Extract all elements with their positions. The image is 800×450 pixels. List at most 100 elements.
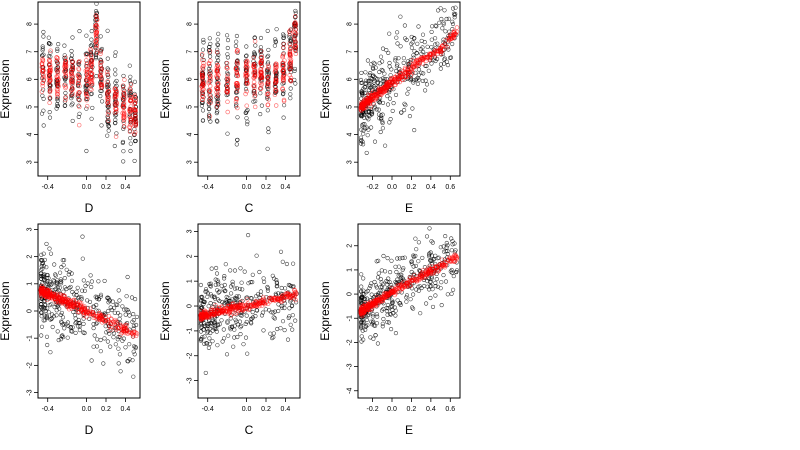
observed-point: [90, 42, 95, 47]
observed-point: [258, 45, 263, 50]
observed-point: [134, 314, 139, 319]
observed-point: [266, 126, 271, 131]
fitted-point: [244, 103, 249, 108]
fitted-point: [121, 124, 127, 130]
observed-point: [40, 53, 45, 58]
fitted-point: [114, 319, 120, 325]
observed-point: [359, 323, 364, 328]
fitted-point: [77, 58, 82, 64]
fitted-point: [200, 74, 205, 80]
observed-point: [203, 287, 209, 292]
observed-point: [238, 266, 243, 271]
y-axis-title: Expression: [158, 281, 172, 340]
observed-point: [88, 273, 93, 278]
observed-point: [77, 111, 82, 116]
observed-point: [200, 335, 205, 340]
fitted-point: [451, 35, 457, 40]
y-tick-label: 3: [187, 160, 194, 164]
observed-point: [106, 124, 111, 129]
observed-point: [370, 314, 375, 319]
observed-point: [81, 278, 86, 283]
observed-point: [449, 291, 454, 296]
fitted-point: [266, 63, 271, 69]
fitted-point: [259, 64, 265, 69]
fitted-point: [235, 73, 240, 78]
observed-point: [91, 322, 96, 327]
observed-point: [373, 333, 378, 338]
fitted-point: [287, 41, 292, 47]
x-axis-title: D: [85, 423, 94, 437]
observed-point: [113, 53, 118, 58]
fitted-point: [128, 118, 134, 123]
y-tick-label: 8: [347, 22, 354, 26]
fitted-point: [272, 298, 278, 303]
fitted-point: [99, 84, 105, 89]
observed-point: [394, 269, 399, 275]
fitted-point: [405, 68, 410, 73]
observed-point: [388, 312, 393, 317]
plot-frame: [197, 223, 301, 399]
x-axis-title: D: [85, 201, 94, 215]
fitted-point: [287, 73, 292, 78]
observed-point: [215, 47, 220, 52]
observed-point: [206, 345, 211, 350]
observed-point: [386, 320, 392, 325]
observed-point: [453, 5, 458, 10]
fitted-point: [88, 79, 93, 85]
observed-point: [291, 261, 296, 266]
y-tick-label: 3: [27, 160, 34, 164]
observed-point: [83, 283, 88, 288]
x-tick-label: 0.2: [261, 184, 271, 191]
fitted-point: [230, 304, 236, 309]
observed-point: [204, 289, 209, 294]
fitted-point: [75, 309, 81, 315]
observed-point: [85, 298, 90, 303]
observed-point: [40, 261, 45, 266]
observed-point: [200, 118, 206, 123]
observed-point: [410, 106, 415, 111]
fitted-point: [280, 63, 285, 69]
observed-point: [112, 310, 117, 315]
observed-point: [245, 122, 250, 127]
fitted-point: [243, 91, 248, 97]
fitted-point: [288, 294, 293, 300]
observed-point: [83, 86, 88, 91]
fitted-point: [119, 327, 124, 333]
fitted-point: [93, 30, 99, 36]
observed-point: [398, 44, 403, 49]
observed-point: [403, 36, 408, 41]
fitted-point: [94, 17, 100, 23]
observed-point: [69, 85, 75, 90]
fitted-point: [359, 104, 364, 110]
observed-point: [198, 295, 204, 300]
observed-point: [111, 331, 117, 336]
observed-point: [413, 236, 418, 241]
fitted-point: [127, 88, 133, 94]
observed-point: [410, 305, 415, 310]
fitted-point: [225, 109, 230, 115]
fitted-point: [292, 41, 298, 46]
fitted-point: [132, 108, 137, 113]
observed-point: [398, 302, 403, 307]
fitted-point: [41, 77, 46, 82]
observed-point: [287, 306, 292, 311]
fitted-point: [445, 257, 450, 263]
x-tick-label: 0.4: [121, 184, 131, 191]
observed-point: [112, 121, 118, 126]
panel-5: -0.4 0.0 0.2 0.4 -3 -2 -1 0 1 2 3 C Expression: [158, 223, 301, 437]
observed-point: [380, 321, 385, 326]
observed-point: [228, 268, 233, 273]
observed-point: [380, 282, 385, 287]
observed-point: [385, 312, 390, 317]
fitted-point: [200, 94, 205, 99]
fitted-point: [39, 89, 45, 94]
fitted-point: [363, 301, 368, 306]
fitted-point: [120, 83, 126, 88]
fitted-point: [54, 55, 59, 60]
observed-point: [237, 286, 243, 291]
fitted-point: [62, 82, 67, 88]
observed-point: [250, 272, 255, 277]
observed-point: [201, 301, 206, 307]
observed-point: [374, 292, 379, 297]
observed-point: [89, 358, 94, 363]
